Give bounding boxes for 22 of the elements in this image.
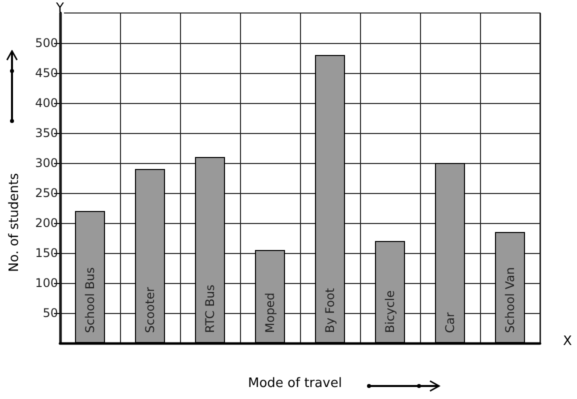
- y-tick-label: 250: [35, 186, 58, 200]
- x-tick-label: School Bus: [83, 267, 97, 333]
- x-tick-label: Car: [443, 312, 457, 333]
- x-axis-title: Mode of travel: [248, 376, 342, 391]
- x-tick-label: RTC Bus: [203, 284, 217, 333]
- y-tick-label: 150: [35, 246, 58, 260]
- x-tick-label: Bicycle: [383, 290, 397, 333]
- y-tick-label: 100: [35, 276, 58, 290]
- annotation: Y: [55, 1, 64, 16]
- y-tick-label: 300: [35, 156, 58, 170]
- x-tick-label: Moped: [263, 292, 277, 333]
- y-tick-label: 450: [35, 66, 58, 80]
- y-tick-label: 500: [35, 36, 58, 50]
- y-tick-label: 200: [35, 216, 58, 230]
- y-axis-title: No. of students: [7, 172, 22, 272]
- y-tick-label: 50: [42, 306, 58, 320]
- x-tick-label: School Van: [503, 267, 517, 333]
- x-tick-label: By Foot: [323, 288, 337, 333]
- text: X: [563, 334, 572, 349]
- x-tick-label: Scooter: [143, 287, 157, 333]
- y-tick-label: 400: [35, 96, 58, 110]
- y-tick-label: 350: [35, 126, 58, 140]
